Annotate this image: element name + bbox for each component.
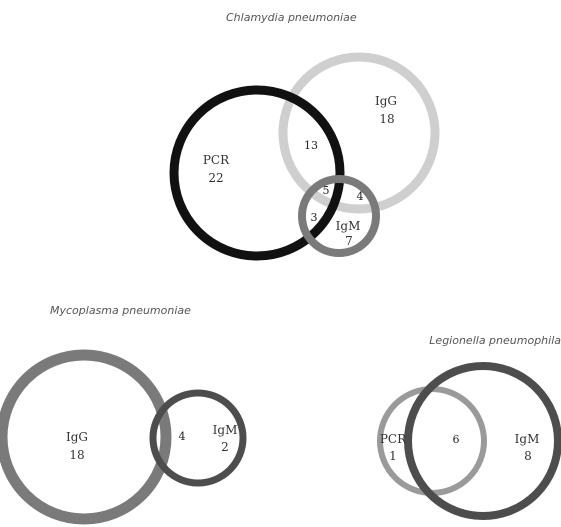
overlap-legionella-pcr-igm: 6: [453, 433, 460, 446]
count-chlamydia-igg: 18: [379, 112, 394, 126]
count-chlamydia-pcr: 22: [208, 171, 223, 185]
panel-title-legionella: Legionella pneumophila: [429, 334, 561, 347]
label-chlamydia-igm: IgM: [336, 219, 361, 233]
panel-chlamydia: Chlamydia pneumoniae PCR 22 IgG 18 IgM 7…: [169, 11, 440, 261]
panel-title-mycoplasma: Mycoplasma pneumoniae: [50, 304, 191, 317]
overlap-chlamydia-all: 5: [323, 184, 330, 197]
circle-mycoplasma-igg: [0, 349, 172, 525]
label-chlamydia-igg: IgG: [375, 94, 397, 108]
circle-legionella-igm: [404, 362, 561, 520]
label-mycoplasma-igg: IgG: [66, 430, 88, 444]
count-mycoplasma-igm: 2: [221, 440, 229, 454]
circle-chlamydia-igg: [278, 52, 440, 214]
overlap-chlamydia-pcr-igm: 3: [311, 211, 318, 224]
label-mycoplasma-igm: IgM: [213, 423, 238, 437]
panel-title-chlamydia: Chlamydia pneumoniae: [226, 11, 357, 24]
circle-chlamydia-igm: [298, 175, 380, 257]
overlap-mycoplasma-igg-igm: 4: [179, 430, 186, 443]
count-chlamydia-igm: 7: [345, 234, 353, 248]
count-legionella-igm: 8: [524, 449, 532, 463]
panel-legionella: Legionella pneumophila PCR 1 IgM 8 6: [377, 334, 561, 520]
label-chlamydia-pcr: PCR: [203, 153, 230, 167]
label-legionella-pcr: PCR: [380, 432, 407, 446]
label-legionella-igm: IgM: [515, 432, 540, 446]
overlap-chlamydia-igg-igm: 4: [357, 190, 364, 203]
count-mycoplasma-igg: 18: [69, 448, 84, 462]
circle-mycoplasma-igm: [149, 389, 247, 487]
panel-mycoplasma: Mycoplasma pneumoniae IgG 18 IgM 2 4: [0, 304, 247, 525]
overlap-chlamydia-pcr-igg: 13: [304, 139, 318, 152]
circle-chlamydia-pcr: [169, 85, 345, 261]
count-legionella-pcr: 1: [389, 449, 397, 463]
